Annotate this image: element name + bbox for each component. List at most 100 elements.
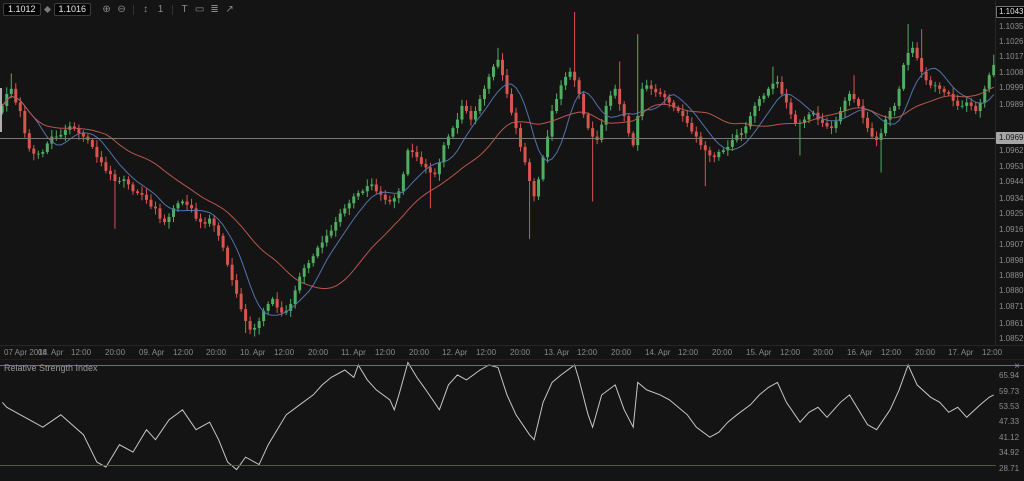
bullish-candle [329, 230, 333, 236]
bullish-candle [181, 201, 185, 204]
bearish-candle [469, 111, 473, 120]
bearish-candle [163, 218, 166, 223]
bearish-candle [32, 148, 36, 154]
bearish-candle [226, 247, 230, 265]
bullish-candle [496, 59, 500, 67]
bearish-candle [708, 150, 712, 156]
bearish-candle [870, 128, 874, 137]
bearish-candle [780, 81, 784, 94]
bullish-candle [600, 124, 604, 141]
bearish-candle [951, 93, 955, 101]
bearish-candle [244, 309, 248, 322]
bullish-candle [397, 191, 401, 199]
bullish-candle [537, 179, 541, 197]
bearish-candle [185, 201, 189, 205]
oversold-level-line [0, 465, 996, 466]
bullish-candle [289, 304, 293, 311]
bullish-candle [451, 128, 455, 137]
bearish-candle [852, 93, 856, 100]
bullish-candle [893, 105, 897, 112]
bearish-candle [505, 75, 509, 94]
time-axis-label: 14. Apr [645, 348, 671, 357]
price-axis-tick: 1.0916 [999, 225, 1024, 234]
bearish-candle [149, 199, 153, 207]
indicators-icon[interactable]: ≣ [210, 4, 219, 15]
bearish-candle [820, 119, 824, 123]
bearish-candle [573, 71, 577, 81]
bearish-candle [929, 80, 933, 86]
bearish-candle [217, 225, 221, 236]
time-axis-label: 12:00 [881, 348, 902, 357]
price-axis-tick: 1.1017 [999, 52, 1024, 61]
time-axis-label: 12:00 [678, 348, 699, 357]
bullish-candle [9, 88, 13, 94]
time-axis-label: 11. Apr [341, 348, 366, 357]
bearish-candle [830, 126, 833, 129]
bullish-candle [879, 133, 883, 141]
bearish-candle [924, 71, 928, 81]
bid-price-box[interactable]: 1.1012 [3, 3, 41, 16]
price-axis[interactable]: 1.1043 1.0969 1.1035 1.1026 1.1017 1.1008 1.… [995, 0, 1024, 345]
bullish-candle [36, 153, 40, 155]
time-axis-label: 16. Apr [847, 348, 873, 357]
zoom-in-icon[interactable]: ⊕ [102, 4, 111, 15]
zoom-out-icon[interactable]: ⊖ [117, 4, 126, 15]
bearish-candle [667, 97, 671, 103]
price-axis-tick: 1.0871 [999, 302, 1024, 311]
bearish-candle [618, 88, 622, 105]
bullish-candle [167, 216, 171, 223]
bullish-candle [63, 129, 67, 135]
bearish-candle [415, 152, 419, 158]
bullish-candle [266, 304, 270, 311]
main-chart-panel[interactable]: 1.1043 1.0969 1.1035 1.1026 1.1017 1.1008 1.… [0, 0, 1024, 360]
time-axis-label: 20:00 [510, 348, 531, 357]
bullish-candle [802, 119, 806, 123]
bullish-candle [316, 247, 320, 257]
bearish-candle [221, 235, 225, 248]
bullish-candle [473, 111, 477, 120]
trendline-tool-icon[interactable]: ↗ [225, 4, 234, 15]
bullish-candle [744, 126, 748, 134]
bearish-candle [126, 179, 130, 185]
time-axis-label: 12:00 [173, 348, 194, 357]
bullish-candle [848, 93, 852, 101]
bearish-candle [920, 58, 924, 72]
bearish-candle [501, 59, 505, 76]
time-axis-label: 20:00 [915, 348, 936, 357]
ask-price-box[interactable]: 1.1016 [53, 3, 92, 16]
bearish-candle [510, 93, 514, 113]
bullish-candle [555, 99, 559, 112]
close-icon[interactable]: × [1014, 361, 1020, 372]
bullish-candle [807, 114, 811, 120]
bullish-candle [478, 99, 482, 112]
toolbar-tools: ⊕ ⊖ ↕ 1 T ▭ ≣ ↗ [100, 3, 236, 16]
time-axis-label: 20:00 [206, 348, 227, 357]
bearish-candle [104, 162, 108, 171]
bullish-candle [735, 134, 739, 141]
bearish-candle [654, 88, 658, 93]
pan-vertical-icon[interactable]: ↕ [143, 4, 149, 15]
price-axis-tick: 1.0880 [999, 286, 1024, 295]
rsi-axis-tick: 65.94 [999, 371, 1020, 380]
price-axis-tick: 1.0898 [999, 256, 1024, 265]
bearish-candle [690, 122, 694, 132]
bullish-candle [365, 186, 369, 192]
bearish-candle [915, 47, 919, 59]
bearish-candle [230, 264, 234, 281]
time-axis[interactable]: 07 Apr 2014 08. Apr 12:00 20:00 09. Apr 12:00… [0, 345, 1024, 360]
periodicity-icon[interactable]: 1 [157, 4, 164, 15]
bullish-candle [843, 100, 847, 112]
bearish-candle [95, 146, 99, 158]
bearish-candle [825, 122, 829, 127]
rsi-title: Relative Strength Index [4, 363, 98, 373]
text-tool-icon[interactable]: T [181, 4, 188, 15]
rectangle-tool-icon[interactable]: ▭ [194, 4, 205, 15]
rsi-axis-tick: 41.12 [999, 433, 1020, 442]
bullish-candle [460, 105, 464, 120]
price-axis-tick: 1.0962 [999, 146, 1024, 155]
bearish-candle [586, 114, 590, 129]
bearish-candle [942, 88, 946, 93]
candlestick-chart[interactable] [0, 0, 996, 345]
bearish-candle [857, 99, 861, 106]
bullish-candle [541, 157, 545, 180]
